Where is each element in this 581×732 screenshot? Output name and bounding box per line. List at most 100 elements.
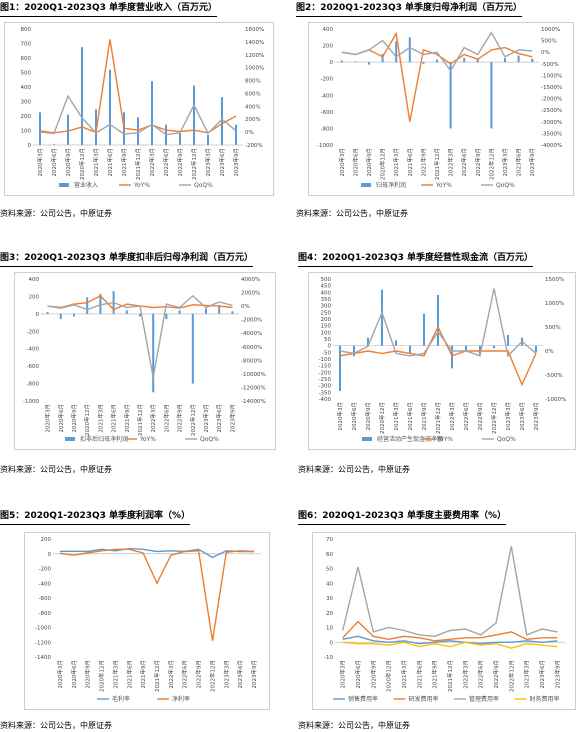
x-tick-label: 2020年3月 [44, 404, 52, 433]
bar [340, 60, 343, 63]
chart-2: -1000 -800 -600 -400 -200 0 200 400 -4000% -3500%… [317, 27, 562, 189]
y2-tick-label: -6000% [241, 345, 262, 351]
x-tick-label: 2022年3月 [448, 402, 456, 431]
x-tick-label: 2021年6月 [406, 402, 414, 431]
y2-tick-label: -12000% [241, 385, 266, 391]
bar [381, 289, 383, 346]
y-tick-label: -800 [39, 611, 52, 617]
y-tick-label: 400 [321, 290, 332, 296]
source-note-3: 资料来源：公司公告，中原证券 [0, 465, 112, 474]
x-tick-label: 2023年3月 [202, 404, 210, 433]
y-tick-label: 700 [21, 42, 32, 48]
x-tick-label: 2022年3月 [149, 404, 157, 433]
x-tick-label: 2023年6月 [236, 660, 244, 689]
y-tick-label: 50 [326, 567, 333, 573]
y2-tick-label: 1000% [541, 27, 560, 33]
x-tick-label: 2021年3月 [96, 404, 104, 433]
bar [53, 144, 55, 145]
chart-5: -1400 -1200 -1000 -800 -600 -400 -200 0 200 2020年… [35, 537, 261, 703]
x-tick-label: 2020年12月 [83, 404, 91, 436]
x-tick-label: 2020年3月 [36, 148, 44, 177]
bar [151, 81, 153, 145]
chart-panel-3: 图3：2020Q1-2023Q3 单季度扣非后归母净利润（百万元） -1000-… [0, 250, 280, 475]
x-tick-label: 2023年9月 [532, 402, 540, 431]
y2-tick-label: -1000% [541, 73, 562, 79]
x-tick-label: 2020年9月 [365, 148, 373, 177]
y2-tick-label: -500% [541, 62, 559, 68]
y-tick-label: 0 [28, 143, 32, 149]
x-tick-label: 2020年9月 [364, 402, 372, 431]
x-tick-label: 2022年6月 [460, 148, 468, 177]
y2-tick-label: 1200% [245, 53, 264, 59]
bar [408, 37, 411, 63]
y-tick-label: -200 [319, 370, 332, 376]
x-tick-label: 2021年3月 [392, 148, 400, 177]
y-tick-label: -200 [39, 567, 52, 573]
x-tick-label: 2021年9月 [419, 148, 427, 177]
x-tick-label: 2020年9月 [70, 404, 78, 433]
y-tick-label: 450 [321, 284, 332, 290]
series-line [39, 94, 237, 136]
y-tick-label: 60 [326, 552, 333, 558]
x-tick-label: 2021年6月 [406, 148, 414, 177]
chart-frame-6: -10 0 10 20 30 40 50 60 70 2020年3月 2020年6月 2020年9月 2… [312, 532, 576, 710]
legend-label: YoY% [436, 436, 453, 443]
y-tick-label: -600 [321, 110, 334, 116]
chart-frame-1: 0 100 200 300 400 500 600 700 800 -200% 0% 200% 400%… [4, 22, 274, 196]
y-tick-label: -150 [319, 364, 332, 370]
source-note-2: 资料来源：公司公告，中原证券 [296, 209, 408, 218]
y-tick-label: -400 [319, 397, 332, 403]
bar [191, 313, 194, 384]
x-tick-label: 2023年3月 [523, 660, 531, 689]
y-tick-label: 800 [21, 27, 32, 33]
legend-label: QoQ% [194, 182, 213, 189]
x-tick-label: 2020年6月 [354, 660, 362, 689]
bar [39, 112, 41, 145]
x-tick-label: 2021年12月 [136, 404, 144, 436]
bar [221, 97, 223, 145]
y2-tick-label: 1000% [545, 301, 564, 307]
x-tick-label: 2022年12月 [189, 404, 197, 436]
y-tick-label: -400 [321, 93, 334, 99]
bar [125, 310, 128, 314]
x-tick-label: 2023年6月 [538, 660, 546, 689]
x-tick-label: 2021年6月 [110, 404, 118, 433]
bar [449, 62, 452, 129]
legend-swatch [362, 437, 372, 441]
bar [395, 340, 397, 346]
x-tick-label: 2020年9月 [369, 660, 377, 689]
series-line [47, 294, 233, 378]
bar [205, 308, 207, 314]
chart-title-1: 图1：2020Q1-2023Q3 单季度营业收入（百万元） [0, 0, 218, 17]
bar [531, 58, 534, 63]
chart-title-5: 图5：2020Q1-2023Q3 单季度利润率（%） [0, 508, 191, 525]
x-tick-label: 2020年3月 [339, 660, 347, 689]
y-tick-label: 200 [41, 537, 52, 543]
y-tick-label: -800 [27, 382, 40, 388]
y-tick-label: 400 [21, 85, 32, 91]
y2-tick-label: 0% [541, 50, 550, 56]
y-tick-label: 200 [21, 114, 32, 120]
x-tick-label: 2021年9月 [120, 148, 128, 177]
legend-label: YoY% [139, 436, 156, 443]
y2-tick-label: 400% [245, 104, 261, 110]
legend-label: 经营活动产生现金流净额 [377, 435, 443, 443]
y-tick-label: 70 [326, 537, 333, 543]
bar [422, 62, 425, 64]
bar [353, 345, 355, 357]
y2-tick-label: 500% [545, 325, 561, 331]
x-tick-label: 2021年9月 [139, 660, 147, 689]
x-tick-label: 2021年9月 [420, 402, 428, 431]
x-tick-label: 2023年6月 [518, 402, 526, 431]
bar [409, 345, 411, 354]
x-tick-label: 2023年6月 [515, 148, 523, 177]
y2-tick-label: 1000% [245, 66, 264, 72]
y-tick-label: 30 [326, 596, 333, 602]
series-line [339, 325, 537, 387]
y2-tick-label: -2500% [541, 108, 562, 114]
y2-tick-label: -500% [545, 373, 563, 379]
y2-tick-label: -2000% [241, 318, 262, 324]
y-tick-label: 0 [330, 60, 334, 66]
x-tick-label: 2023年9月 [250, 660, 258, 689]
y-tick-label: 400 [29, 277, 40, 283]
